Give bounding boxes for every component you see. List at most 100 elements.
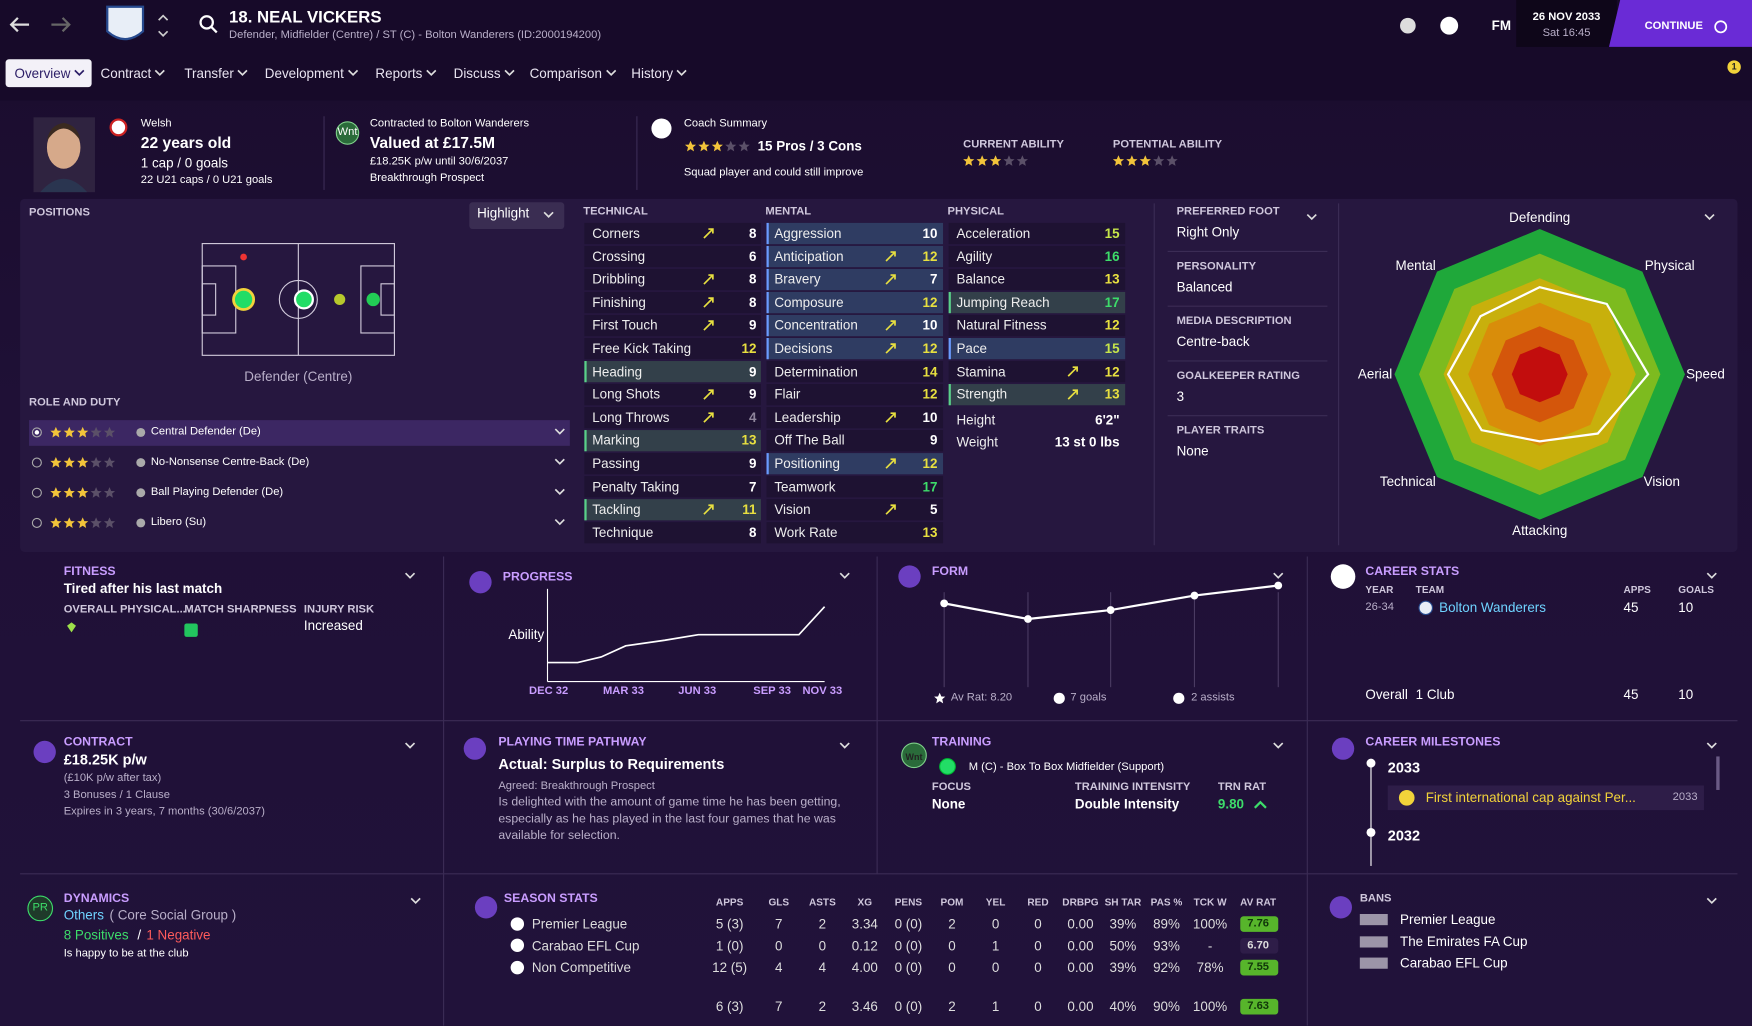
attribute-name: Aggression [774,225,842,242]
section-title[interactable]: BANS [1359,892,1392,906]
dropdown-chevron [839,572,850,579]
stats-cell: 0 (0) [894,959,923,976]
nav-tab[interactable]: Contract [100,65,152,82]
role-radio [31,517,42,528]
attribute-value: 15 [1104,225,1120,242]
dropdown-chevron [554,428,565,435]
role-name[interactable]: Central Defender (De) [150,425,261,439]
club-switch[interactable] [158,14,169,37]
role-name[interactable]: Libero (Su) [150,516,207,529]
role-name[interactable]: Ball Playing Defender (De) [150,486,284,499]
stats-header: ASTS [808,896,836,908]
dropdown-chevron [606,69,617,77]
detail-value: 3 [1176,388,1185,405]
career-total: 45 [1623,686,1639,703]
nationality: Welsh [140,117,172,130]
dynamics-note: Is happy to be at the club [63,947,189,960]
pitch-six [201,283,217,316]
section-title[interactable]: PROGRESS [502,570,573,584]
dropdown-chevron [1273,572,1284,579]
stats-cell: 0 [948,959,956,976]
stats-cell: 0.00 [1067,937,1094,954]
contract-wage: £18.25K p/w [63,751,147,768]
detail-label: PREFERRED FOOT [1176,205,1280,218]
nav-tab[interactable]: Reports [375,65,423,82]
section-title[interactable]: POSITIONS [29,206,90,220]
attribute-flag [766,314,769,337]
competition-icon [510,960,525,975]
stats-cell: 7.55 [1247,960,1270,974]
training-focus: None [931,796,966,813]
rating-star [1003,155,1015,166]
nav-tab[interactable]: Transfer [184,65,234,82]
dynamics-group: Others [63,907,104,923]
active-tab[interactable] [5,59,92,88]
nav-tab[interactable]: History [631,65,674,82]
role-radio [31,457,42,468]
world-icon[interactable] [1400,17,1416,34]
forward-button[interactable] [51,17,71,33]
section-title[interactable]: DYNAMICS [63,892,130,906]
continue-button[interactable]: CONTINUE [1644,20,1703,33]
attribute-value: 13 [1104,386,1120,403]
progress-x-label: MAR 33 [602,684,644,698]
nav-tab[interactable]: Overview [14,65,71,82]
continue-bg[interactable] [1608,0,1752,47]
contract-expiry: Expires in 3 years, 7 months (30/6/2037) [63,805,265,818]
stats-cell: 39% [1109,916,1137,932]
stats-cell: 92% [1153,959,1180,976]
highlight-button[interactable] [469,202,565,230]
role-name[interactable]: No-Nonsense Centre-Back (De) [150,455,310,469]
dropdown-chevron [348,69,359,77]
section-title[interactable]: PLAYING TIME PATHWAY [498,735,647,750]
back-button[interactable] [9,17,30,33]
detail-label: PLAYER TRAITS [1176,424,1265,437]
team-badge [1418,600,1434,616]
training-role: M (C) - Box To Box Midfielder (Support) [968,760,1165,774]
notification-badge[interactable] [1727,60,1741,74]
highlight-button[interactable]: Highlight [477,205,530,222]
player-value: Valued at £17.5M [369,133,496,152]
nav-tab[interactable]: Discuss [453,65,501,82]
nav-tab[interactable]: Comparison [529,65,602,82]
contract-club: Contracted to Bolton Wanderers [369,117,530,130]
stats-cell: 7.76 [1247,917,1270,930]
section-title[interactable]: CAREER STATS [1365,564,1460,579]
stats-cell: 5 (3) [715,916,744,932]
stats-header: APPS [715,896,744,908]
section-title[interactable]: SEASON STATS [503,892,598,906]
search-icon[interactable] [199,15,214,30]
stats-cell: 0 [991,916,1000,932]
nav-tab[interactable]: Development [264,65,344,82]
attribute-flag [584,430,587,452]
dropdown-chevron [554,518,565,526]
section-title[interactable]: FITNESS [63,564,116,579]
attribute-name: Positioning [774,455,840,472]
sharpness-icon [184,623,198,637]
attribute-value: 12 [922,248,938,265]
pitch-six [380,283,395,316]
stats-header: PAS % [1150,896,1183,908]
rating-star [738,140,750,152]
stats-cell: 0 [1034,959,1042,976]
section-title[interactable]: CAREER MILESTONES [1365,735,1501,750]
form-goals: 7 goals [1070,691,1107,704]
section-title[interactable]: FORM [931,564,969,579]
attribute-value: 10 [922,409,938,426]
attribute-value: 12 [922,455,938,472]
section-title[interactable]: TRAINING [931,735,992,750]
fm-logo: FM [1491,17,1512,34]
stats-header: XG [857,896,873,908]
rating-icon [934,692,946,704]
dropdown-chevron [1706,897,1717,905]
help-icon[interactable] [1440,16,1459,35]
milestone-year: 2032 [1387,827,1421,844]
attribute-name: Heading [592,363,643,380]
section-title[interactable]: CONTRACT [63,735,133,750]
stats-cell: 0 [1034,998,1042,1015]
rating-star [684,140,697,152]
section-title[interactable]: ROLE AND DUTY [29,396,121,409]
attribute-arrow [703,389,714,400]
ban-icon [1359,913,1388,926]
